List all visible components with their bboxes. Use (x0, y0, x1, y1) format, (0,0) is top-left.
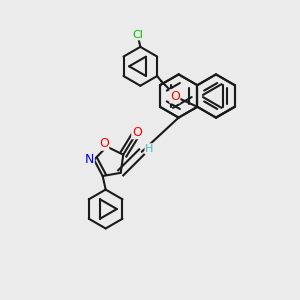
Text: O: O (132, 126, 142, 139)
Text: O: O (99, 137, 109, 150)
Text: N: N (85, 153, 94, 166)
Text: Cl: Cl (132, 30, 143, 40)
Text: O: O (170, 90, 180, 103)
Text: H: H (145, 144, 153, 154)
